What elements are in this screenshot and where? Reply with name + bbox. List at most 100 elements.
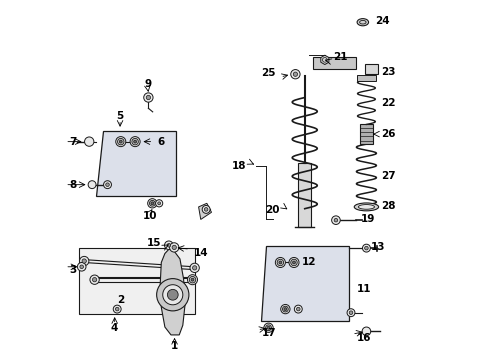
Bar: [79, 248, 195, 315]
Text: 27: 27: [381, 171, 395, 181]
Text: 17: 17: [261, 328, 276, 338]
Circle shape: [163, 285, 183, 305]
Circle shape: [147, 199, 157, 208]
Circle shape: [77, 262, 86, 271]
Text: 10: 10: [142, 211, 157, 221]
Text: 2: 2: [117, 295, 124, 305]
Text: 28: 28: [381, 201, 395, 211]
Circle shape: [189, 276, 195, 283]
Bar: [312, 57, 355, 69]
Polygon shape: [96, 131, 176, 196]
Circle shape: [293, 72, 297, 76]
Circle shape: [103, 181, 111, 189]
Circle shape: [265, 325, 271, 330]
Text: 3: 3: [69, 265, 77, 275]
Circle shape: [204, 208, 207, 211]
Circle shape: [187, 275, 197, 285]
Polygon shape: [160, 248, 185, 335]
Circle shape: [264, 323, 273, 332]
Circle shape: [80, 256, 89, 266]
Text: 13: 13: [370, 242, 385, 252]
Circle shape: [190, 263, 199, 273]
Ellipse shape: [356, 19, 368, 26]
Circle shape: [113, 305, 121, 313]
Circle shape: [331, 216, 340, 225]
Circle shape: [202, 206, 210, 213]
Circle shape: [290, 259, 297, 266]
Text: 4: 4: [111, 323, 118, 333]
Text: 12: 12: [301, 257, 316, 267]
Text: 20: 20: [264, 206, 279, 216]
Circle shape: [92, 278, 97, 282]
Circle shape: [132, 138, 138, 145]
Text: 16: 16: [356, 333, 370, 343]
Circle shape: [191, 278, 194, 281]
Text: 9: 9: [144, 79, 151, 89]
Circle shape: [143, 93, 153, 102]
Circle shape: [275, 257, 285, 267]
Circle shape: [288, 257, 298, 267]
Bar: [359, 125, 372, 144]
Circle shape: [130, 136, 140, 147]
Circle shape: [156, 279, 188, 311]
Text: 22: 22: [381, 98, 395, 108]
Text: 14: 14: [194, 248, 208, 258]
Polygon shape: [198, 203, 211, 220]
Circle shape: [88, 181, 96, 189]
Circle shape: [346, 309, 354, 317]
Text: 24: 24: [374, 17, 388, 27]
Circle shape: [284, 308, 286, 311]
Text: 21: 21: [332, 52, 347, 62]
Text: 1: 1: [171, 341, 178, 351]
Circle shape: [266, 326, 269, 329]
Circle shape: [158, 202, 160, 205]
Circle shape: [169, 243, 179, 252]
Text: 6: 6: [158, 137, 164, 147]
Text: 18: 18: [231, 161, 246, 171]
Text: 7: 7: [69, 137, 77, 147]
Circle shape: [292, 261, 295, 264]
Circle shape: [167, 243, 170, 247]
Circle shape: [192, 266, 196, 270]
Circle shape: [280, 305, 289, 314]
Circle shape: [116, 136, 125, 147]
Bar: [357, 75, 375, 81]
Polygon shape: [320, 55, 328, 64]
Ellipse shape: [358, 204, 374, 209]
Circle shape: [119, 140, 122, 143]
Circle shape: [278, 261, 281, 264]
Circle shape: [277, 259, 283, 266]
Circle shape: [167, 289, 178, 300]
Circle shape: [151, 202, 153, 205]
Ellipse shape: [353, 203, 378, 211]
Circle shape: [80, 265, 83, 269]
Circle shape: [348, 311, 352, 315]
Text: 5: 5: [116, 111, 123, 121]
Bar: [364, 64, 377, 74]
Circle shape: [333, 219, 337, 222]
Polygon shape: [260, 246, 348, 320]
Circle shape: [164, 241, 173, 249]
Circle shape: [133, 140, 136, 143]
Text: 11: 11: [356, 284, 370, 294]
Circle shape: [296, 307, 300, 311]
Text: 15: 15: [146, 238, 161, 248]
Circle shape: [84, 137, 94, 146]
Circle shape: [155, 200, 163, 207]
Text: 23: 23: [381, 67, 395, 77]
Circle shape: [115, 307, 119, 311]
Circle shape: [362, 327, 370, 336]
Circle shape: [146, 95, 150, 100]
Circle shape: [105, 183, 109, 186]
Circle shape: [362, 244, 369, 252]
Circle shape: [290, 69, 300, 79]
Text: 19: 19: [360, 215, 375, 224]
Circle shape: [117, 138, 124, 145]
Text: 26: 26: [381, 129, 395, 139]
Text: 25: 25: [261, 68, 276, 78]
Circle shape: [90, 275, 99, 284]
Circle shape: [172, 245, 176, 249]
Text: 8: 8: [69, 180, 77, 190]
Circle shape: [294, 305, 302, 313]
Circle shape: [149, 201, 155, 206]
